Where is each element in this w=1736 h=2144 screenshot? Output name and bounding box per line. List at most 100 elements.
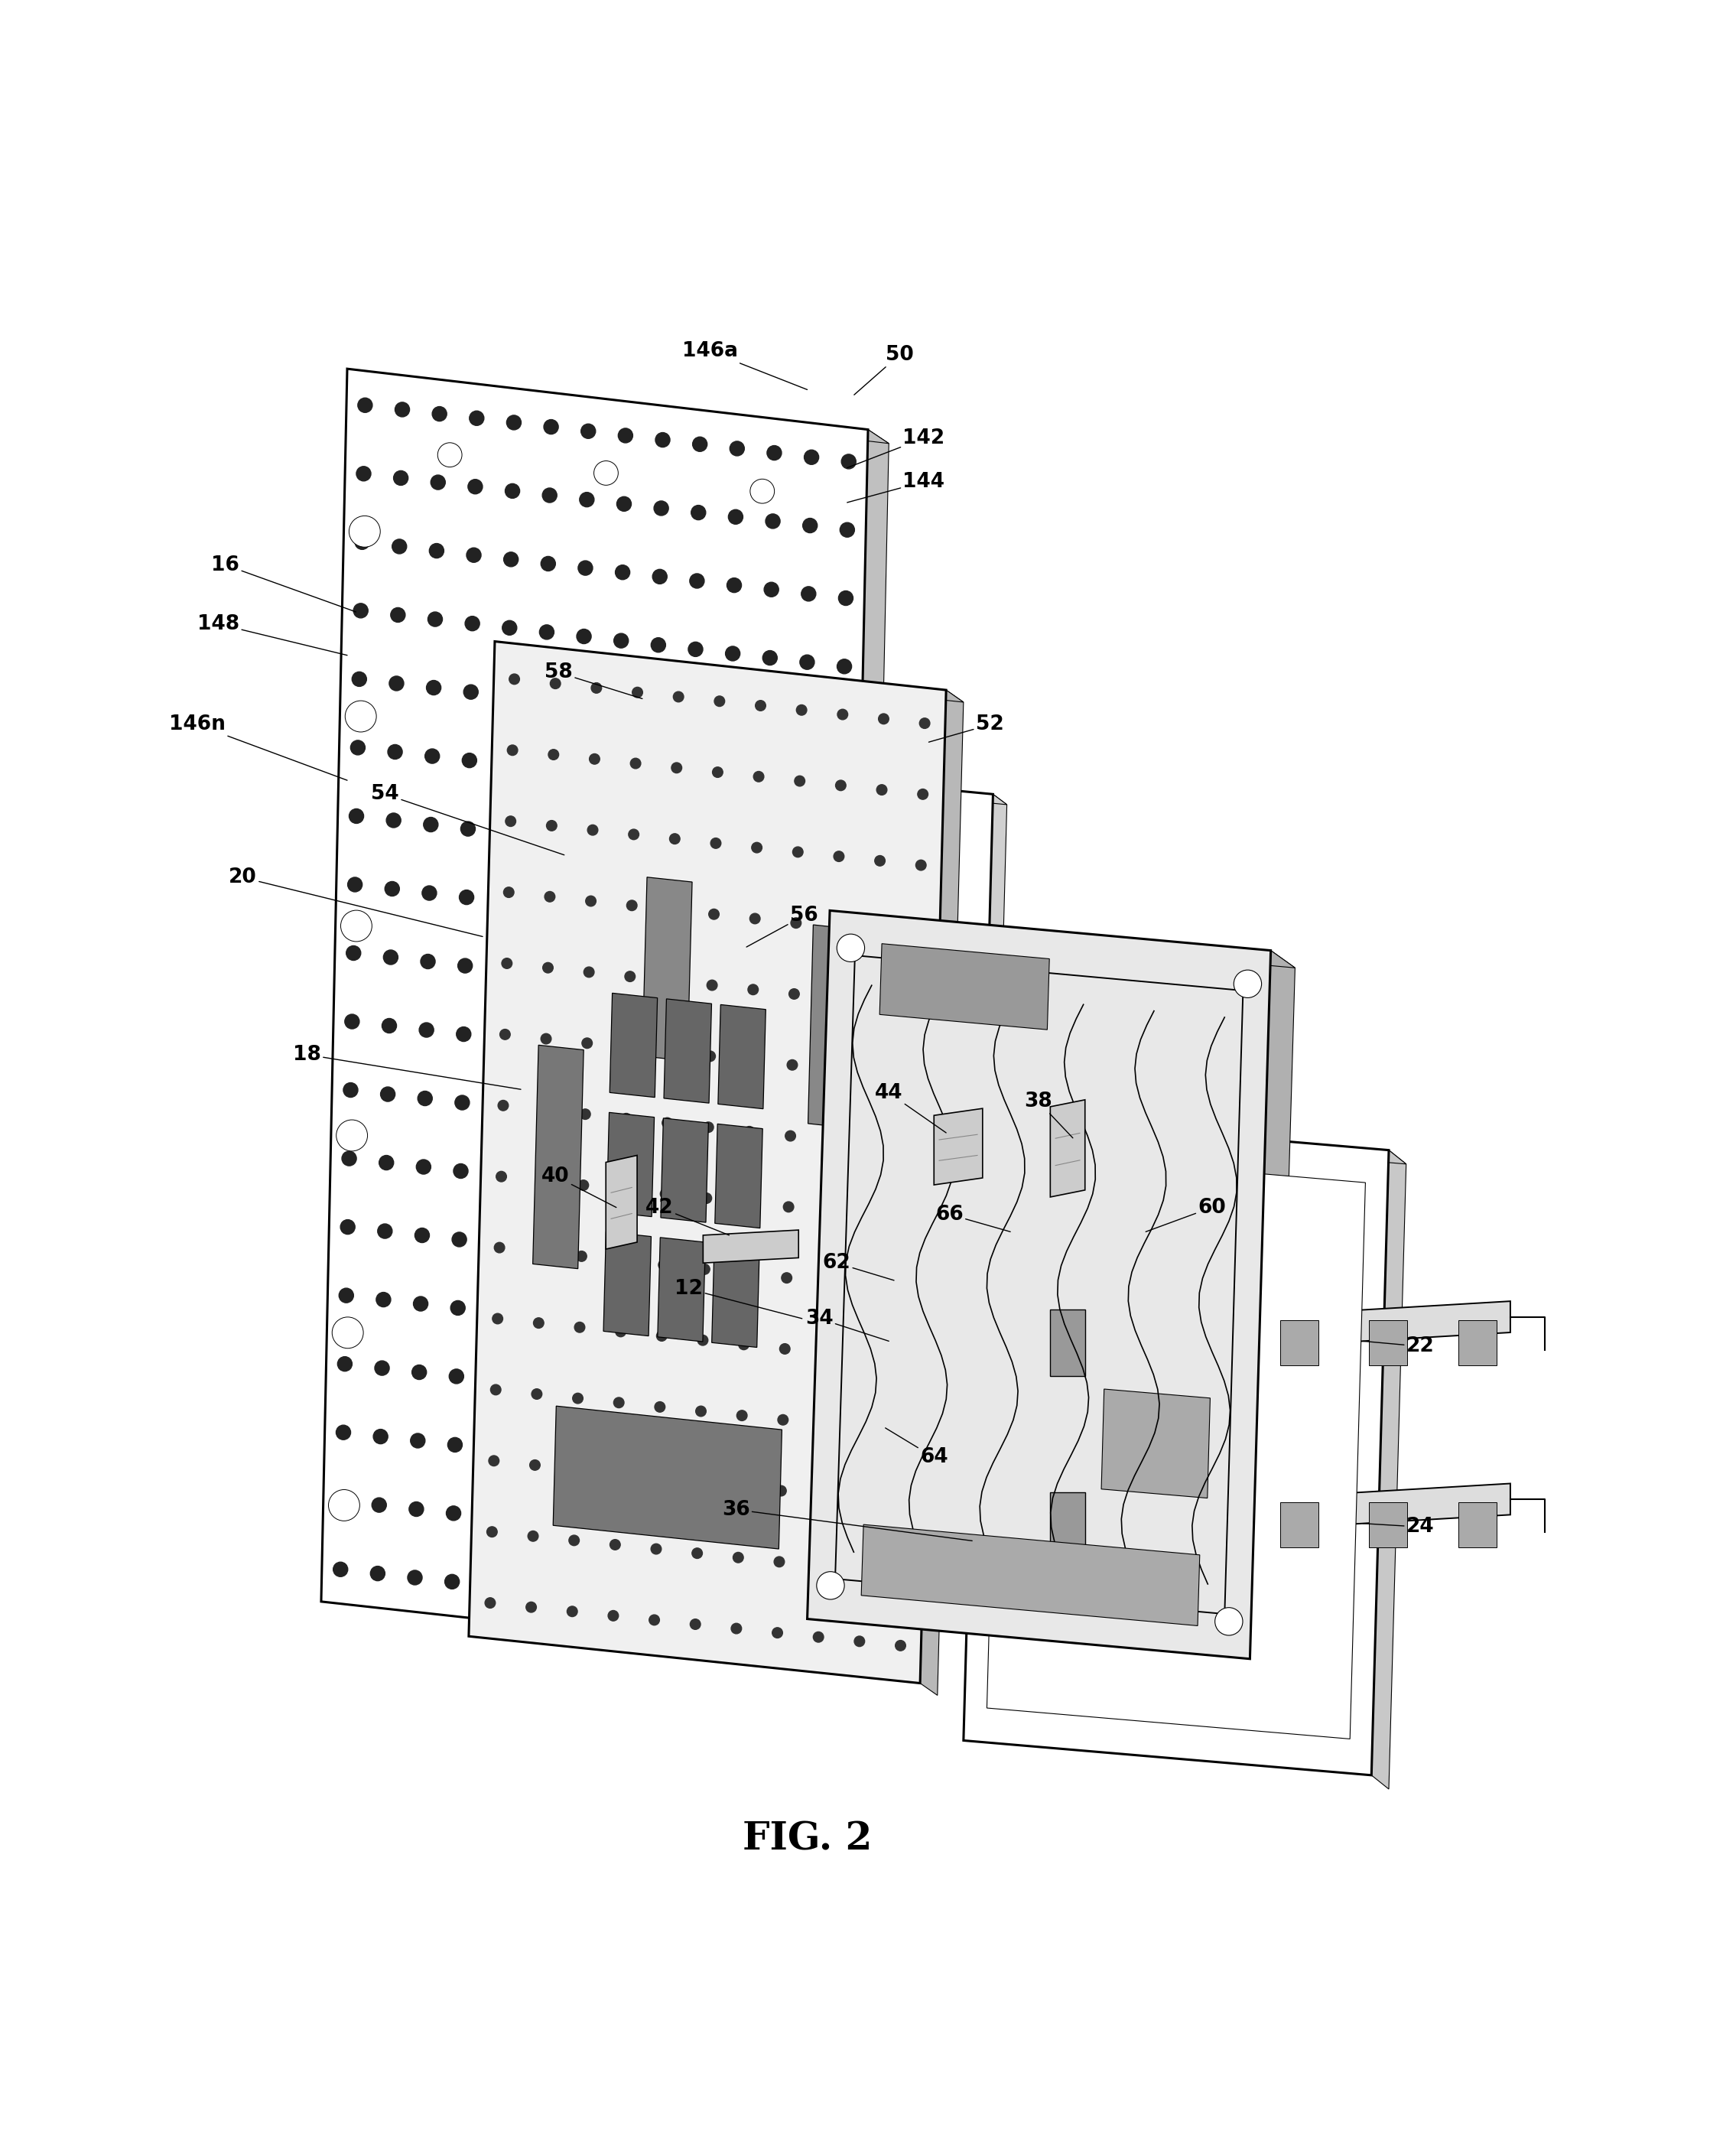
Polygon shape — [606, 1156, 637, 1250]
Circle shape — [746, 1402, 762, 1417]
Circle shape — [767, 446, 781, 461]
Text: 146n: 146n — [168, 714, 347, 780]
Circle shape — [597, 1385, 613, 1400]
Circle shape — [573, 834, 587, 849]
Circle shape — [352, 671, 366, 686]
Circle shape — [615, 566, 630, 579]
Circle shape — [495, 1241, 505, 1252]
Circle shape — [689, 575, 705, 587]
Circle shape — [832, 922, 842, 933]
Circle shape — [828, 1063, 838, 1074]
Text: 16: 16 — [212, 555, 356, 611]
Circle shape — [830, 1001, 844, 1016]
Circle shape — [526, 1602, 536, 1612]
Text: 56: 56 — [746, 905, 818, 948]
Circle shape — [533, 967, 547, 982]
Circle shape — [861, 1353, 871, 1364]
Circle shape — [878, 714, 889, 725]
Circle shape — [644, 980, 658, 995]
Circle shape — [491, 1385, 502, 1396]
Circle shape — [713, 1192, 729, 1207]
Circle shape — [752, 1130, 767, 1143]
Circle shape — [608, 1610, 618, 1621]
Polygon shape — [963, 1115, 1389, 1775]
Circle shape — [469, 412, 484, 425]
Circle shape — [557, 1587, 571, 1602]
Text: 64: 64 — [885, 1428, 948, 1466]
Circle shape — [710, 838, 720, 849]
Circle shape — [917, 860, 927, 870]
Circle shape — [526, 1241, 542, 1254]
Circle shape — [863, 1282, 873, 1291]
Circle shape — [337, 1426, 351, 1441]
Circle shape — [833, 864, 847, 879]
Circle shape — [707, 980, 717, 991]
Circle shape — [417, 1160, 431, 1175]
Circle shape — [826, 1205, 840, 1220]
Circle shape — [575, 697, 590, 712]
Circle shape — [750, 913, 760, 924]
Circle shape — [509, 673, 519, 684]
Circle shape — [783, 1201, 793, 1211]
Circle shape — [332, 1316, 363, 1349]
Circle shape — [625, 971, 635, 982]
Circle shape — [793, 847, 804, 858]
Circle shape — [427, 680, 441, 695]
Circle shape — [698, 1336, 708, 1346]
Text: 38: 38 — [1024, 1091, 1073, 1138]
Circle shape — [832, 933, 845, 948]
Circle shape — [837, 658, 852, 673]
Circle shape — [653, 1473, 663, 1484]
Circle shape — [752, 1196, 766, 1211]
Circle shape — [519, 1582, 533, 1597]
Text: 60: 60 — [1146, 1198, 1226, 1233]
Circle shape — [639, 1252, 653, 1267]
Circle shape — [569, 971, 583, 986]
Circle shape — [418, 1091, 432, 1106]
Circle shape — [823, 1278, 833, 1286]
Polygon shape — [469, 641, 946, 1683]
Circle shape — [627, 900, 637, 911]
Circle shape — [575, 765, 589, 780]
Polygon shape — [495, 641, 963, 703]
Circle shape — [562, 1312, 576, 1327]
Polygon shape — [719, 1006, 766, 1108]
Circle shape — [345, 1014, 359, 1029]
Circle shape — [908, 1143, 918, 1153]
Circle shape — [696, 1406, 707, 1417]
Circle shape — [684, 847, 698, 862]
Circle shape — [672, 1394, 687, 1409]
Circle shape — [792, 1066, 806, 1078]
Circle shape — [491, 1168, 505, 1183]
Circle shape — [675, 1256, 689, 1271]
Polygon shape — [1050, 1100, 1085, 1196]
Circle shape — [707, 1535, 720, 1550]
Circle shape — [413, 1297, 429, 1312]
Circle shape — [800, 654, 814, 669]
Polygon shape — [1102, 1503, 1141, 1548]
Circle shape — [389, 675, 404, 690]
Circle shape — [674, 1325, 689, 1340]
Circle shape — [545, 892, 556, 903]
Polygon shape — [663, 999, 712, 1102]
Circle shape — [658, 1261, 668, 1269]
Text: 52: 52 — [929, 714, 1003, 742]
Circle shape — [785, 1338, 800, 1353]
Circle shape — [484, 1441, 500, 1456]
Circle shape — [788, 988, 799, 999]
Circle shape — [333, 1563, 347, 1576]
Circle shape — [450, 1370, 464, 1383]
Circle shape — [549, 750, 559, 759]
Circle shape — [411, 1366, 427, 1379]
Circle shape — [648, 843, 661, 858]
Circle shape — [818, 1614, 832, 1629]
Circle shape — [446, 1505, 460, 1520]
Text: 40: 40 — [542, 1166, 616, 1207]
Circle shape — [762, 650, 778, 665]
Polygon shape — [347, 369, 889, 444]
Circle shape — [703, 1121, 713, 1132]
Circle shape — [717, 1057, 731, 1070]
Circle shape — [786, 1269, 802, 1284]
Circle shape — [672, 763, 682, 774]
Circle shape — [818, 1490, 828, 1501]
